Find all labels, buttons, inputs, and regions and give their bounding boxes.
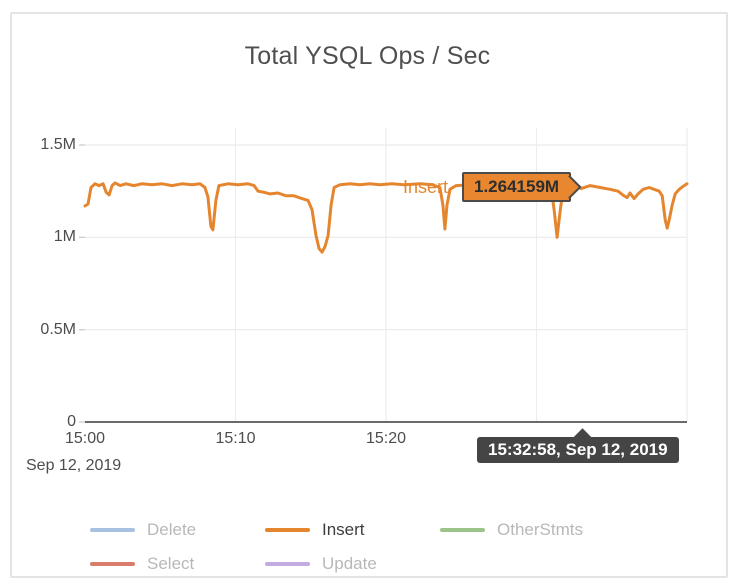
legend-swatch-delete [90, 528, 135, 532]
legend-swatch-select [90, 562, 135, 566]
legend-item-update[interactable]: Update [265, 554, 440, 574]
chart-legend: Delete Insert OtherStmts Select Update [90, 513, 670, 581]
legend-swatch-otherstmts [440, 528, 485, 532]
legend-item-otherstmts[interactable]: OtherStmts [440, 520, 670, 540]
y-tick-label: 1M [53, 228, 76, 246]
x-tick-label: 15:10 [215, 430, 256, 447]
legend-label: Insert [322, 520, 365, 539]
y-tick-label: 1.5M [40, 136, 76, 153]
x-tick-label: 15:00 [64, 430, 106, 447]
legend-item-insert[interactable]: Insert [265, 520, 440, 540]
x-axis-date-label: Sep 12, 2019 [26, 457, 122, 474]
legend-label: Select [147, 554, 195, 573]
legend-label: Update [322, 554, 377, 573]
chart-title: Total YSQL Ops / Sec [244, 42, 491, 70]
legend-item-select[interactable]: Select [90, 554, 265, 574]
hover-series-label: Insert [403, 177, 449, 197]
time-tooltip: 15:32:58, Sep 12, 2019 [477, 437, 679, 463]
legend-swatch-insert [265, 528, 310, 532]
chart-panel [10, 12, 728, 578]
legend-item-delete[interactable]: Delete [90, 520, 265, 540]
legend-label: Delete [147, 520, 197, 539]
series-line-insert[interactable] [83, 181, 689, 254]
y-tick-label: 0.5M [40, 320, 76, 338]
y-tick-label: 0 [67, 413, 76, 430]
value-tooltip: 1.264159M [462, 172, 572, 202]
legend-label: OtherStmts [497, 520, 583, 539]
legend-swatch-update [265, 562, 310, 566]
x-tick-label: 15:20 [365, 430, 407, 447]
